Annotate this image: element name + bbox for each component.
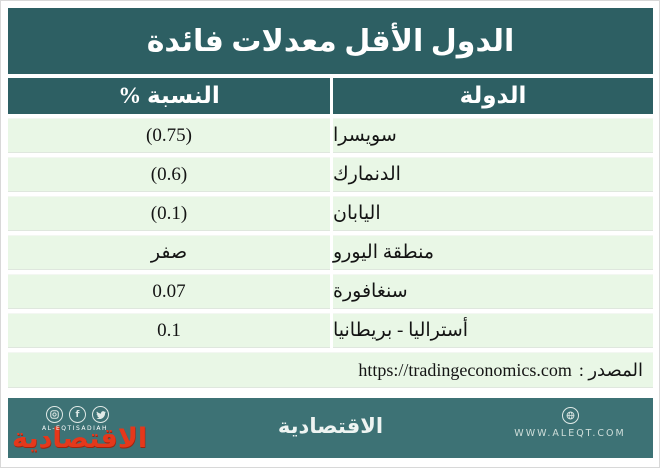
globe-icon xyxy=(561,407,579,424)
country-cell: أستراليا - بريطانيا xyxy=(333,313,653,348)
twitter-icon[interactable] xyxy=(92,406,109,423)
website-group: WWW.ALEQT.COM xyxy=(505,407,635,439)
source-row: https://tradingeconomics.com المصدر : xyxy=(8,352,653,388)
table-header-row: النسبة % الدولة xyxy=(8,78,653,114)
rate-cell: 0.07 xyxy=(8,274,330,309)
country-cell: سنغافورة xyxy=(333,274,653,309)
instagram-icon[interactable] xyxy=(46,406,63,423)
column-header-rate: النسبة % xyxy=(8,78,330,114)
rate-cell: صفر xyxy=(8,235,330,270)
country-cell: سويسرا xyxy=(333,118,653,153)
rate-cell: 0.1 xyxy=(8,313,330,348)
website-url[interactable]: WWW.ALEQT.COM xyxy=(514,428,626,439)
page-title-text: الدول الأقل معدلات فائدة xyxy=(146,24,515,58)
social-icons: f xyxy=(46,406,109,423)
source-label: المصدر : xyxy=(578,359,643,380)
table-row: 0.07 سنغافورة xyxy=(8,274,653,309)
rate-cell: (0.6) xyxy=(8,157,330,192)
country-cell: الدنمارك xyxy=(333,157,653,192)
table-row: صفر منطقة اليورو xyxy=(8,235,653,270)
table-row: (0.75) سويسرا xyxy=(8,118,653,153)
source-url[interactable]: https://tradingeconomics.com xyxy=(358,359,572,380)
rate-cell: (0.75) xyxy=(8,118,330,153)
column-header-country: الدولة xyxy=(333,78,653,114)
table-row: 0.1 أستراليا - بريطانيا xyxy=(8,313,653,348)
country-cell: منطقة اليورو xyxy=(333,235,653,270)
country-cell: اليابان xyxy=(333,196,653,231)
footer-bar: f AL-EQTISADIAH الاقتصادية الاقتصادية WW… xyxy=(8,398,653,458)
page-title: الدول الأقل معدلات فائدة xyxy=(8,8,653,74)
aleqtisadiah-red-logo: الاقتصادية xyxy=(12,423,148,454)
watermark-latin-text: AL-EQTISADIAH xyxy=(42,425,108,432)
rate-cell: (0.1) xyxy=(8,196,330,231)
aleqtisadiah-brand-logo: الاقتصادية xyxy=(277,414,384,438)
table-row: (0.1) اليابان xyxy=(8,196,653,231)
table-row: (0.6) الدنمارك xyxy=(8,157,653,192)
facebook-icon[interactable]: f xyxy=(69,406,86,423)
